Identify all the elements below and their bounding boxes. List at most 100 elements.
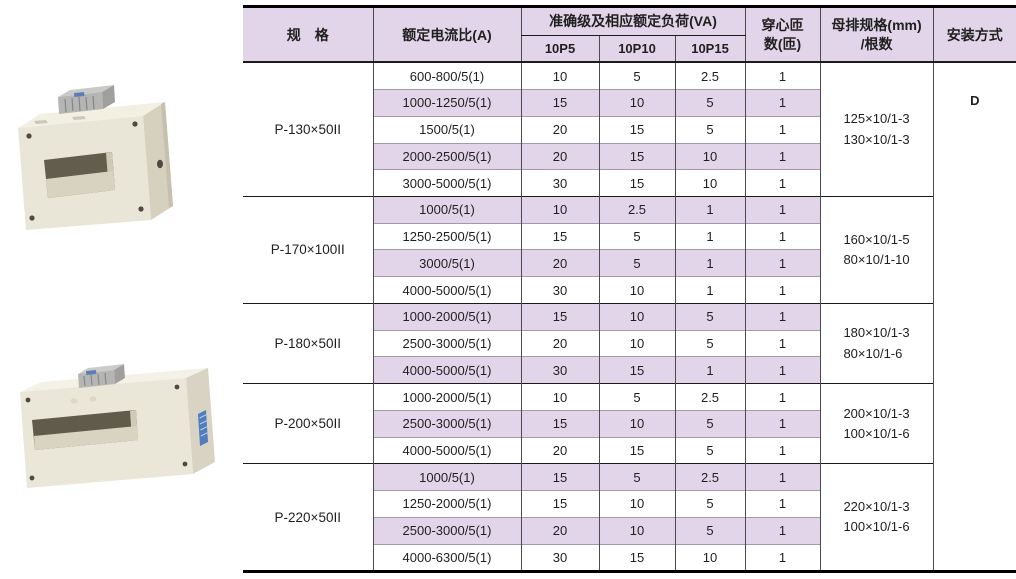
cell-install: D	[932, 61, 1016, 570]
terminal-label	[86, 370, 97, 375]
cell-turns: 1	[744, 196, 821, 224]
ct-side-edge	[161, 102, 173, 208]
header-row-1: 规 格 额定电流比(A) 准确级及相应额定负荷(VA) 穿心匝 数(匝) 母排规…	[243, 8, 1016, 63]
table-row: P-220×50II 1000/5(1) 15 5 2.5 1 220×10/1…	[243, 463, 1016, 570]
table-row: P-170×100II 1000/5(1) 10 2.5 1 1 160×10/…	[243, 196, 1016, 304]
header-ratio: 额定电流比(A)	[372, 8, 521, 63]
cell-10p15: 5	[674, 329, 746, 357]
top-slot	[34, 120, 48, 124]
cell-ratio: 1000-2000/5(1)	[372, 383, 521, 411]
header-spec: 规 格	[243, 8, 373, 63]
cell-spec: P-200×50II	[243, 383, 373, 464]
cell-10p15: 1	[674, 276, 746, 304]
cell-10p10: 10	[598, 490, 675, 518]
cell-10p10: 15	[598, 436, 675, 464]
cell-ratio: 2000-2500/5(1)	[372, 142, 521, 170]
cell-10p10: 15	[598, 543, 675, 570]
cell-ratio: 2500-3000/5(1)	[372, 516, 521, 545]
spec-table-grid: 规 格 额定电流比(A) 准确级及相应额定负荷(VA) 穿心匝 数(匝) 母排规…	[243, 8, 1016, 570]
cell-10p15: 10	[674, 142, 746, 170]
cell-ratio: 2500-3000/5(1)	[372, 409, 521, 438]
cell-10p15: 2.5	[674, 61, 746, 90]
header-row-2: 10P5 10P10 10P15	[243, 35, 1016, 63]
cell-ratio: 2500-3000/5(1)	[372, 329, 521, 357]
top-slot	[72, 116, 86, 120]
cell-10p15: 1	[674, 249, 746, 277]
cell-10p15: 5	[674, 490, 746, 518]
cell-10p10: 2.5	[598, 196, 675, 224]
table-row: 4000-6300/5(1) 30 15 10 1	[243, 543, 1016, 570]
cell-10p10: 15	[598, 356, 675, 384]
cell-ratio: 1000-2000/5(1)	[372, 302, 521, 331]
screw-icon	[29, 215, 35, 221]
cell-ratio: 1000-1250/5(1)	[372, 89, 521, 117]
cell-10p10: 10	[598, 302, 675, 331]
cell-turns: 1	[744, 276, 821, 304]
cell-10p5: 30	[520, 276, 599, 304]
cell-10p15: 1	[674, 356, 746, 384]
cell-turns: 1	[744, 409, 821, 438]
busbar-value: 125×10/1-3 130×10/1-3	[843, 111, 910, 147]
table-row: 1000-1250/5(1) 15 10 5 1	[243, 89, 1016, 117]
cell-10p10: 5	[598, 463, 675, 491]
screw-icon	[25, 397, 31, 403]
cell-10p10: 10	[598, 89, 675, 117]
cell-10p5: 15	[520, 222, 599, 250]
cell-10p5: 15	[520, 89, 599, 117]
table-row: 1500/5(1) 20 15 5 1	[243, 115, 1016, 144]
cell-turns: 1	[744, 115, 821, 144]
cell-10p5: 30	[520, 169, 599, 197]
cell-ratio: 4000-6300/5(1)	[372, 543, 521, 570]
ct-side-label-lines	[199, 414, 209, 437]
cell-turns: 1	[744, 436, 821, 464]
busbar-value: 220×10/1-3 100×10/1-6	[843, 499, 910, 535]
header-busbar: 母排规格(mm) /根数	[819, 8, 934, 63]
cell-turns: 1	[744, 463, 821, 491]
cell-10p5: 20	[520, 516, 599, 545]
cell-10p5: 20	[520, 436, 599, 464]
table-row: 4000-5000/5(1) 30 15 1 1	[243, 356, 1016, 384]
cell-ratio: 1000/5(1)	[372, 196, 521, 224]
cell-10p5: 10	[520, 196, 599, 224]
screw-icon	[138, 206, 144, 212]
table-row: 1250-2500/5(1) 15 5 1 1	[243, 222, 1016, 250]
cell-ratio: 600-800/5(1)	[372, 61, 521, 90]
table-row: 2500-3000/5(1) 15 10 5 1	[243, 409, 1016, 438]
cell-10p15: 2.5	[674, 463, 746, 491]
table-row: 4000-5000/5(1) 30 10 1 1	[243, 276, 1016, 304]
cell-turns: 1	[744, 356, 821, 384]
cell-turns: 1	[744, 249, 821, 277]
cell-10p10: 10	[598, 516, 675, 545]
cell-turns: 1	[744, 516, 821, 545]
cell-ratio: 3000-5000/5(1)	[372, 169, 521, 197]
cell-busbar: 125×10/1-3 130×10/1-3	[819, 61, 934, 197]
cell-10p15: 10	[674, 169, 746, 197]
terminal-top	[58, 85, 114, 97]
table-row: P-180×50II 1000-2000/5(1) 15 10 5 1 180×…	[243, 302, 1016, 384]
ct-side-label	[198, 410, 208, 446]
busbar-value: 160×10/1-5 80×10/1-10	[843, 231, 910, 267]
cell-10p15: 5	[674, 302, 746, 331]
screw-icon	[132, 121, 138, 127]
cell-turns: 1	[744, 222, 821, 250]
cell-10p15: 2.5	[674, 383, 746, 411]
cell-10p5: 15	[520, 463, 599, 491]
cell-busbar: 200×10/1-3 100×10/1-6	[819, 383, 934, 464]
cell-10p10: 15	[598, 115, 675, 144]
header-install: 安装方式	[932, 8, 1016, 63]
table-row: 3000/5(1) 20 5 1 1	[243, 249, 1016, 277]
cell-turns: 1	[744, 142, 821, 170]
cell-10p15: 5	[674, 436, 746, 464]
cell-10p5: 30	[520, 356, 599, 384]
cell-10p10: 5	[598, 383, 675, 411]
cell-10p5: 15	[520, 302, 599, 331]
ct-window-inner-bottom	[34, 426, 138, 450]
cell-turns: 1	[744, 89, 821, 117]
cell-ratio: 1500/5(1)	[372, 115, 521, 144]
cell-10p10: 15	[598, 142, 675, 170]
cell-10p15: 1	[674, 222, 746, 250]
cell-10p5: 20	[520, 115, 599, 144]
cell-turns: 1	[744, 169, 821, 197]
cell-spec: P-130×50II	[243, 61, 373, 197]
cell-10p10: 5	[598, 61, 675, 90]
